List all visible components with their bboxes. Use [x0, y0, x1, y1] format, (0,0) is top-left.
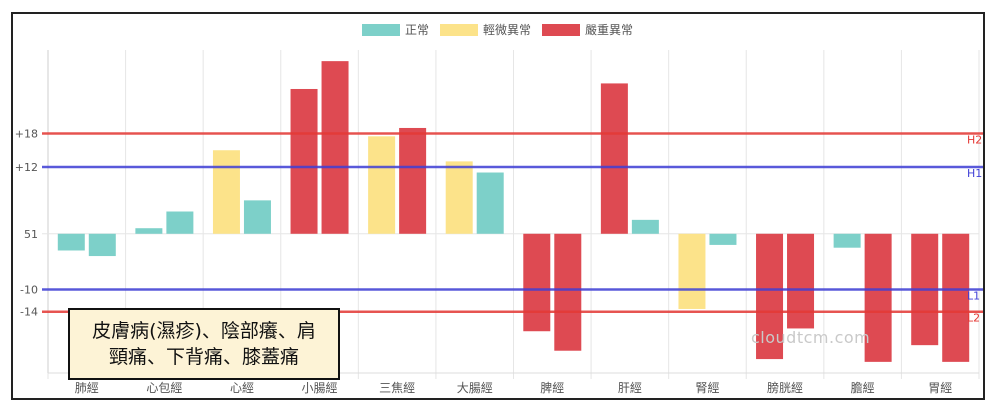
legend-swatch [542, 24, 580, 36]
y-tick-label: +18 [15, 128, 38, 141]
x-tick-label: 膀胱經 [767, 380, 803, 395]
x-tick-label: 心經 [230, 381, 254, 395]
reference-line-label: L2 [967, 312, 980, 325]
bar [212, 150, 240, 234]
bar [942, 233, 970, 362]
bar [321, 61, 349, 234]
bar [756, 233, 784, 360]
x-tick-label: 心包經 [146, 381, 182, 395]
watermark: cloudtcm.com [751, 328, 871, 347]
x-tick-label: 肺經 [75, 381, 99, 395]
reference-line-label: H1 [967, 167, 982, 180]
reference-line-label: H2 [967, 134, 982, 147]
bar [399, 127, 427, 234]
symptom-note-line-1: 皮膚病(濕疹)、陰部癢、肩 [92, 320, 316, 342]
symptom-note-line-2: 頸痛、下背痛、膝蓋痛 [108, 346, 299, 368]
legend-swatch [362, 24, 400, 36]
x-tick-label: 腎經 [695, 381, 719, 395]
reference-line-label: L1 [967, 289, 980, 302]
bar [523, 233, 551, 332]
bar [88, 233, 116, 257]
bar [864, 233, 892, 362]
bar [57, 233, 85, 251]
x-tick-label: 膽經 [851, 380, 875, 395]
y-tick-label: +12 [15, 161, 38, 174]
bar [476, 172, 504, 234]
bar [600, 83, 628, 234]
x-tick-label: 肝經 [618, 381, 642, 395]
legend-label: 輕微異常 [483, 23, 531, 37]
x-tick-label: 胃經 [928, 381, 952, 395]
bar-chart: +18 +12 51 -10 -14 H2 H1 L1 L2 肺經 心包經 心經 小腸經 三焦經 大腸經 脾經… [15, 23, 983, 395]
legend-swatch [440, 24, 478, 36]
symptom-note: 皮膚病(濕疹)、陰部癢、肩 頸痛、下背痛、膝蓋痛 [68, 308, 340, 380]
x-tick-label: 脾經 [540, 380, 564, 395]
legend-label: 嚴重異常 [585, 23, 633, 37]
y-tick-label: -10 [20, 283, 38, 296]
y-tick-label: -14 [20, 306, 38, 319]
x-tick-label: 三焦經 [379, 381, 415, 395]
bar [135, 228, 163, 234]
bar [678, 233, 706, 309]
bar [445, 161, 473, 234]
bar [631, 219, 659, 234]
y-tick-label: 51 [24, 228, 38, 241]
bar [833, 233, 861, 248]
chart-frame: +18 +12 51 -10 -14 H2 H1 L1 L2 肺經 心包經 心經 小腸經 三焦經 大腸經 脾經… [11, 12, 985, 400]
legend-label: 正常 [405, 23, 429, 37]
bar [787, 233, 815, 329]
bar [166, 211, 194, 234]
bar [243, 200, 271, 234]
x-tick-label: 大腸經 [457, 381, 493, 395]
bar [554, 233, 582, 351]
bar [290, 88, 318, 234]
x-tick-label: 小腸經 [302, 381, 338, 395]
bar [709, 233, 737, 245]
bar [368, 136, 396, 234]
